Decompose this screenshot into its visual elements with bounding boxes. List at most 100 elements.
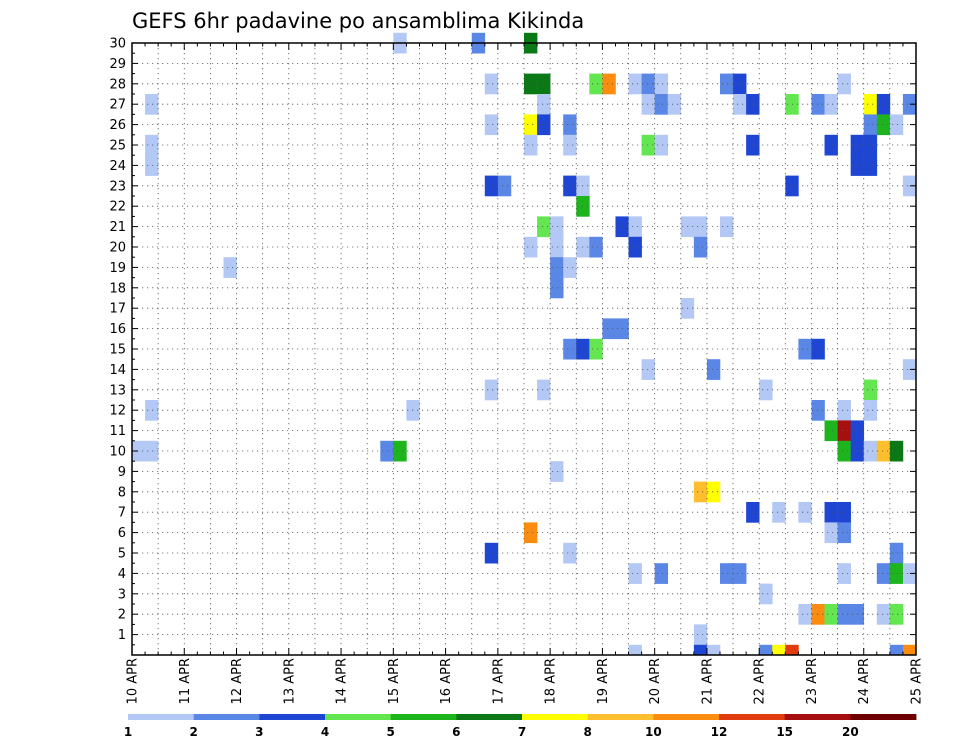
- y-tick-label: 28: [109, 77, 126, 92]
- heatmap-cell: [876, 114, 891, 136]
- heatmap-cell: [824, 522, 838, 544]
- colorbar-label: 3: [255, 725, 263, 739]
- heatmap-cell: [902, 359, 917, 380]
- heatmap-cell: [550, 461, 564, 482]
- heatmap-cell: [733, 73, 747, 95]
- heatmap-cell: [720, 216, 734, 238]
- heatmap-cell: [132, 440, 146, 462]
- heatmap-cell: [145, 440, 159, 462]
- y-tick-label: 7: [118, 506, 126, 521]
- x-tick-label: 14 APR: [335, 658, 350, 704]
- heatmap-cell: [641, 359, 655, 380]
- heatmap-cell: [863, 400, 878, 421]
- heatmap-cell: [889, 440, 904, 462]
- heatmap-cell: [863, 94, 878, 115]
- heatmap-cell: [759, 379, 773, 401]
- heatmap-cell: [706, 644, 721, 656]
- y-tick-label: 2: [118, 608, 126, 623]
- colorbar-label: 12: [711, 725, 728, 739]
- colorbar-segment: [259, 714, 326, 720]
- colorbar-segment: [653, 714, 720, 720]
- heatmap-cell: [863, 134, 878, 156]
- x-tick-label: 16 APR: [439, 658, 454, 704]
- heatmap-cell: [589, 73, 603, 95]
- heatmap-cell: [484, 379, 499, 401]
- heatmap-cell: [902, 175, 917, 197]
- heatmap-cell: [537, 216, 551, 238]
- y-tick-label: 6: [118, 526, 126, 541]
- heatmap-cell: [641, 94, 655, 115]
- y-tick-label: 4: [118, 567, 126, 582]
- heatmap-cell: [902, 644, 917, 656]
- y-tick-label: 1: [118, 628, 126, 643]
- colorbar-segment: [193, 714, 260, 720]
- heatmap-cell: [720, 563, 734, 584]
- heatmap-cell: [654, 94, 669, 115]
- y-tick-label: 24: [109, 159, 126, 174]
- heatmap-cell: [628, 216, 642, 238]
- colorbar-label: 5: [386, 725, 394, 739]
- heatmap-cell: [798, 502, 812, 523]
- heatmap-cell: [837, 440, 851, 462]
- x-tick-label: 24 APR: [857, 658, 872, 704]
- x-tick-label: 17 APR: [491, 658, 506, 704]
- y-axis: 1234567891011121314151617181920212223242…: [109, 37, 916, 646]
- colorbar-label: 6: [452, 725, 460, 739]
- heatmap-cell: [824, 604, 838, 625]
- heatmap-cell: [837, 400, 851, 421]
- colorbar-segment: [784, 714, 851, 720]
- heatmap-cell: [563, 257, 577, 278]
- heatmap-cell: [563, 542, 577, 564]
- colorbar-segment: [128, 714, 195, 720]
- heatmap-cell: [824, 420, 838, 442]
- heatmap-cell: [589, 338, 603, 360]
- heatmap-cell: [550, 236, 564, 258]
- heatmap-cell: [772, 644, 786, 656]
- colorbar-label: 15: [776, 725, 793, 739]
- heatmap-cell: [145, 94, 159, 115]
- heatmap-cell: [667, 94, 682, 115]
- heatmap-cell: [145, 134, 159, 156]
- y-tick-label: 8: [118, 485, 126, 500]
- y-tick-label: 27: [109, 98, 126, 113]
- heatmap-cell: [550, 216, 564, 238]
- y-tick-label: 30: [109, 37, 126, 52]
- heatmap-cell: [720, 73, 734, 95]
- heatmap-cell: [902, 563, 917, 584]
- heatmap-cell: [537, 114, 551, 136]
- y-tick-label: 21: [109, 220, 126, 235]
- x-tick-label: 23 APR: [805, 658, 820, 704]
- y-tick-label: 26: [109, 118, 126, 133]
- heatmap-cell: [824, 94, 838, 115]
- heatmap-cell: [733, 563, 747, 584]
- heatmap-cell: [798, 338, 812, 360]
- heatmap-cell: [693, 216, 708, 238]
- heatmap-cell: [785, 644, 799, 656]
- heatmap-cell: [524, 236, 538, 258]
- y-tick-label: 14: [109, 363, 126, 378]
- heatmap-cell: [563, 338, 577, 360]
- y-tick-label: 3: [118, 587, 126, 602]
- heatmap-cell: [145, 155, 159, 176]
- colorbar-label: 1: [124, 725, 132, 739]
- heatmap-cells: [132, 32, 917, 656]
- heatmap-cell: [524, 522, 538, 544]
- y-tick-label: 19: [109, 261, 126, 276]
- heatmap-cell: [537, 94, 551, 115]
- x-tick-label: 10 APR: [126, 658, 141, 704]
- heatmap-cell: [380, 440, 394, 462]
- x-tick-label: 11 APR: [178, 658, 193, 704]
- heatmap-cell: [759, 644, 773, 656]
- x-tick-label: 12 APR: [230, 658, 245, 704]
- colorbar-segment: [325, 714, 392, 720]
- y-tick-label: 12: [109, 404, 126, 419]
- heatmap-cell: [602, 73, 616, 95]
- heatmap-cell: [484, 73, 499, 95]
- colorbar-segment: [522, 714, 589, 720]
- heatmap-cell: [550, 277, 564, 299]
- heatmap-cell: [628, 563, 642, 584]
- heatmap-cell: [654, 73, 669, 95]
- heatmap-cell: [759, 583, 773, 605]
- heatmap-cell: [798, 604, 812, 625]
